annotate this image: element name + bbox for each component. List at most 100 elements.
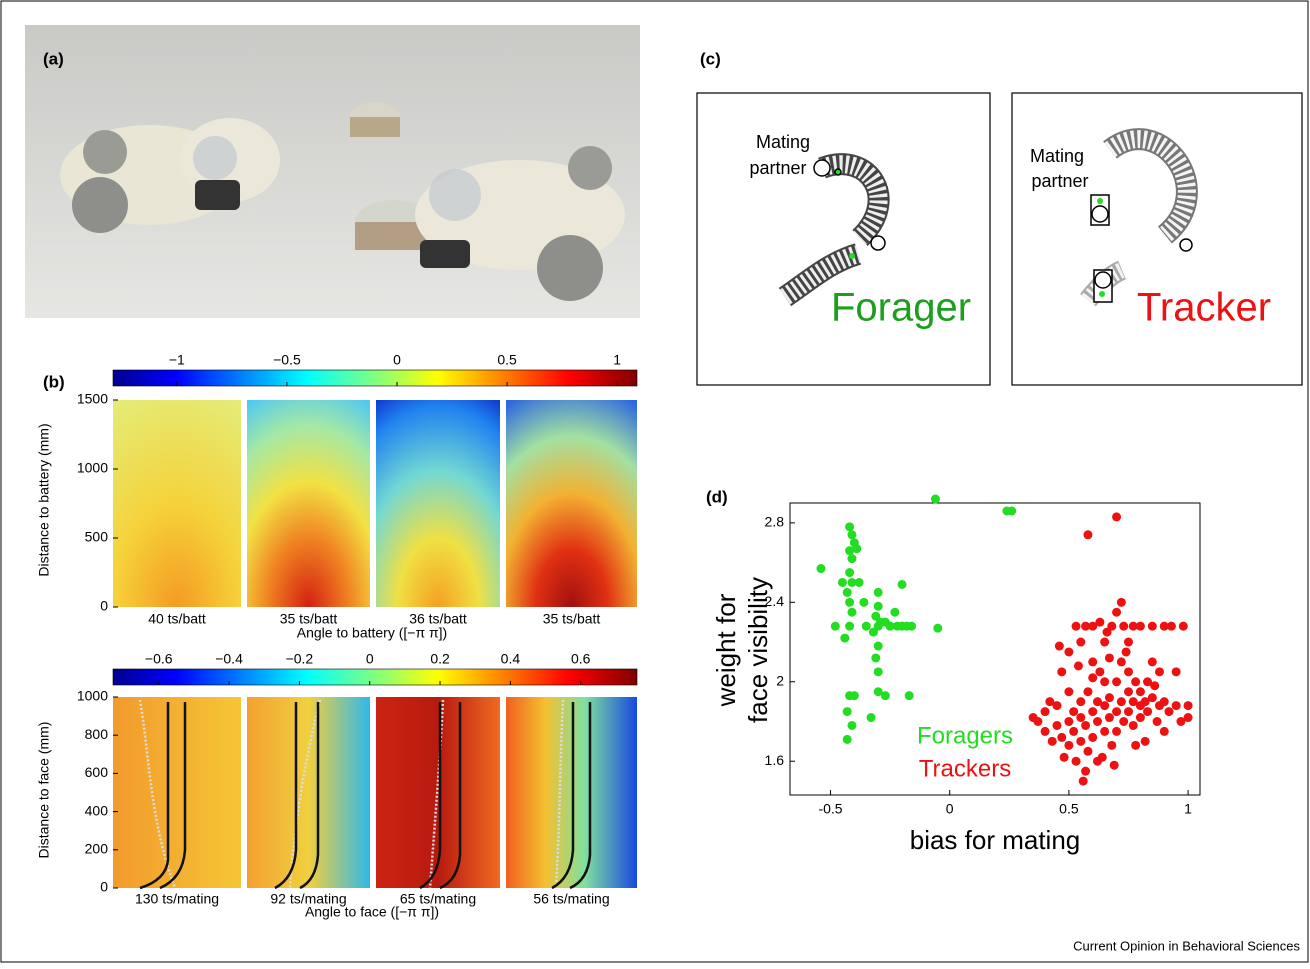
point bbox=[1054, 641, 1064, 651]
robots bbox=[813, 159, 1193, 303]
point bbox=[866, 713, 876, 723]
point bbox=[1102, 627, 1112, 637]
point bbox=[847, 530, 857, 540]
point bbox=[1143, 707, 1153, 717]
point bbox=[1128, 720, 1138, 730]
point bbox=[1159, 726, 1169, 736]
point bbox=[1040, 726, 1050, 736]
point bbox=[904, 691, 914, 701]
heatmaps bbox=[113, 400, 637, 888]
panel-label: (b) bbox=[43, 372, 65, 391]
subplot-label: 65 ts/mating bbox=[400, 891, 476, 907]
point bbox=[868, 627, 878, 637]
arena bbox=[1011, 92, 1303, 386]
point bbox=[1135, 621, 1145, 631]
point bbox=[1097, 752, 1107, 762]
y-tick-label: 1000 bbox=[77, 688, 108, 704]
point bbox=[1073, 661, 1083, 671]
point bbox=[1116, 697, 1126, 707]
x-tick-label: 0 bbox=[946, 801, 954, 817]
colorbar-tick-label: 0.4 bbox=[501, 651, 521, 667]
colorbar-tick-label: −0.6 bbox=[145, 651, 173, 667]
point bbox=[1093, 697, 1102, 707]
partner-label: Mating bbox=[1030, 146, 1084, 166]
subplot-label: 35 ts/batt bbox=[543, 611, 601, 627]
point bbox=[1116, 597, 1126, 607]
role-label: Tracker bbox=[1137, 286, 1271, 330]
point bbox=[1135, 713, 1145, 723]
point bbox=[1081, 720, 1091, 730]
point bbox=[816, 564, 826, 574]
point bbox=[1069, 707, 1079, 717]
point bbox=[1112, 607, 1122, 617]
point bbox=[1116, 657, 1126, 667]
point bbox=[842, 707, 852, 717]
point bbox=[830, 621, 840, 631]
point bbox=[845, 522, 855, 532]
point bbox=[1112, 677, 1122, 687]
point bbox=[1081, 766, 1091, 776]
panel-label: (c) bbox=[700, 49, 721, 68]
point bbox=[1095, 617, 1105, 627]
point bbox=[1057, 667, 1067, 677]
arena bbox=[696, 92, 991, 386]
point bbox=[1109, 760, 1119, 770]
legend-label: Trackers bbox=[919, 755, 1011, 782]
point bbox=[861, 621, 871, 631]
point bbox=[885, 621, 895, 631]
point bbox=[1088, 732, 1098, 742]
point bbox=[1052, 701, 1062, 711]
partner-label: Mating bbox=[756, 132, 810, 152]
point bbox=[1128, 621, 1138, 631]
subplot-label: 36 ts/batt bbox=[409, 611, 467, 627]
legend-label: Foragers bbox=[917, 722, 1013, 749]
x-tick-label: 0.5 bbox=[1059, 801, 1079, 817]
point bbox=[847, 577, 857, 587]
point bbox=[1076, 697, 1086, 707]
point bbox=[1131, 677, 1141, 687]
y-axis-label: Distance to battery (mm) bbox=[36, 423, 52, 576]
point bbox=[1128, 697, 1138, 707]
point bbox=[873, 687, 883, 697]
point bbox=[907, 621, 917, 631]
y-axis-label: Distance to face (mm) bbox=[36, 722, 52, 859]
point bbox=[845, 621, 855, 631]
point bbox=[1007, 506, 1017, 516]
point bbox=[1052, 720, 1062, 730]
point bbox=[1076, 713, 1086, 723]
point bbox=[1071, 621, 1081, 631]
x-axis-label: bias for mating bbox=[910, 825, 1081, 855]
point bbox=[1119, 621, 1129, 631]
point bbox=[1112, 726, 1122, 736]
point bbox=[1183, 713, 1193, 723]
y-axis-label: face visibility bbox=[743, 577, 773, 723]
colorbar bbox=[112, 668, 638, 686]
point bbox=[1147, 621, 1157, 631]
point bbox=[1152, 717, 1162, 727]
point bbox=[1147, 693, 1157, 703]
point bbox=[890, 607, 900, 617]
point bbox=[1123, 707, 1133, 717]
point bbox=[1078, 776, 1088, 786]
x-axis-label: Angle to face ([−π π]) bbox=[305, 904, 439, 920]
y-axis-label: weight for bbox=[711, 593, 741, 707]
point bbox=[842, 734, 852, 744]
point bbox=[1093, 717, 1102, 727]
point bbox=[1112, 512, 1122, 522]
point bbox=[1178, 621, 1188, 631]
point bbox=[1100, 677, 1110, 687]
point bbox=[1131, 740, 1141, 750]
subplot-label: 40 ts/batt bbox=[148, 611, 206, 627]
point bbox=[1119, 717, 1129, 727]
point bbox=[873, 641, 883, 651]
point bbox=[873, 587, 883, 597]
point bbox=[1088, 673, 1098, 683]
point bbox=[1064, 717, 1074, 727]
colorbar-tick-label: 0.5 bbox=[497, 352, 517, 368]
point bbox=[1076, 637, 1086, 647]
point bbox=[1033, 717, 1043, 727]
point bbox=[842, 587, 852, 597]
x-tick-label: 1 bbox=[1184, 801, 1192, 817]
colorbar-tick-label: 0 bbox=[366, 651, 374, 667]
